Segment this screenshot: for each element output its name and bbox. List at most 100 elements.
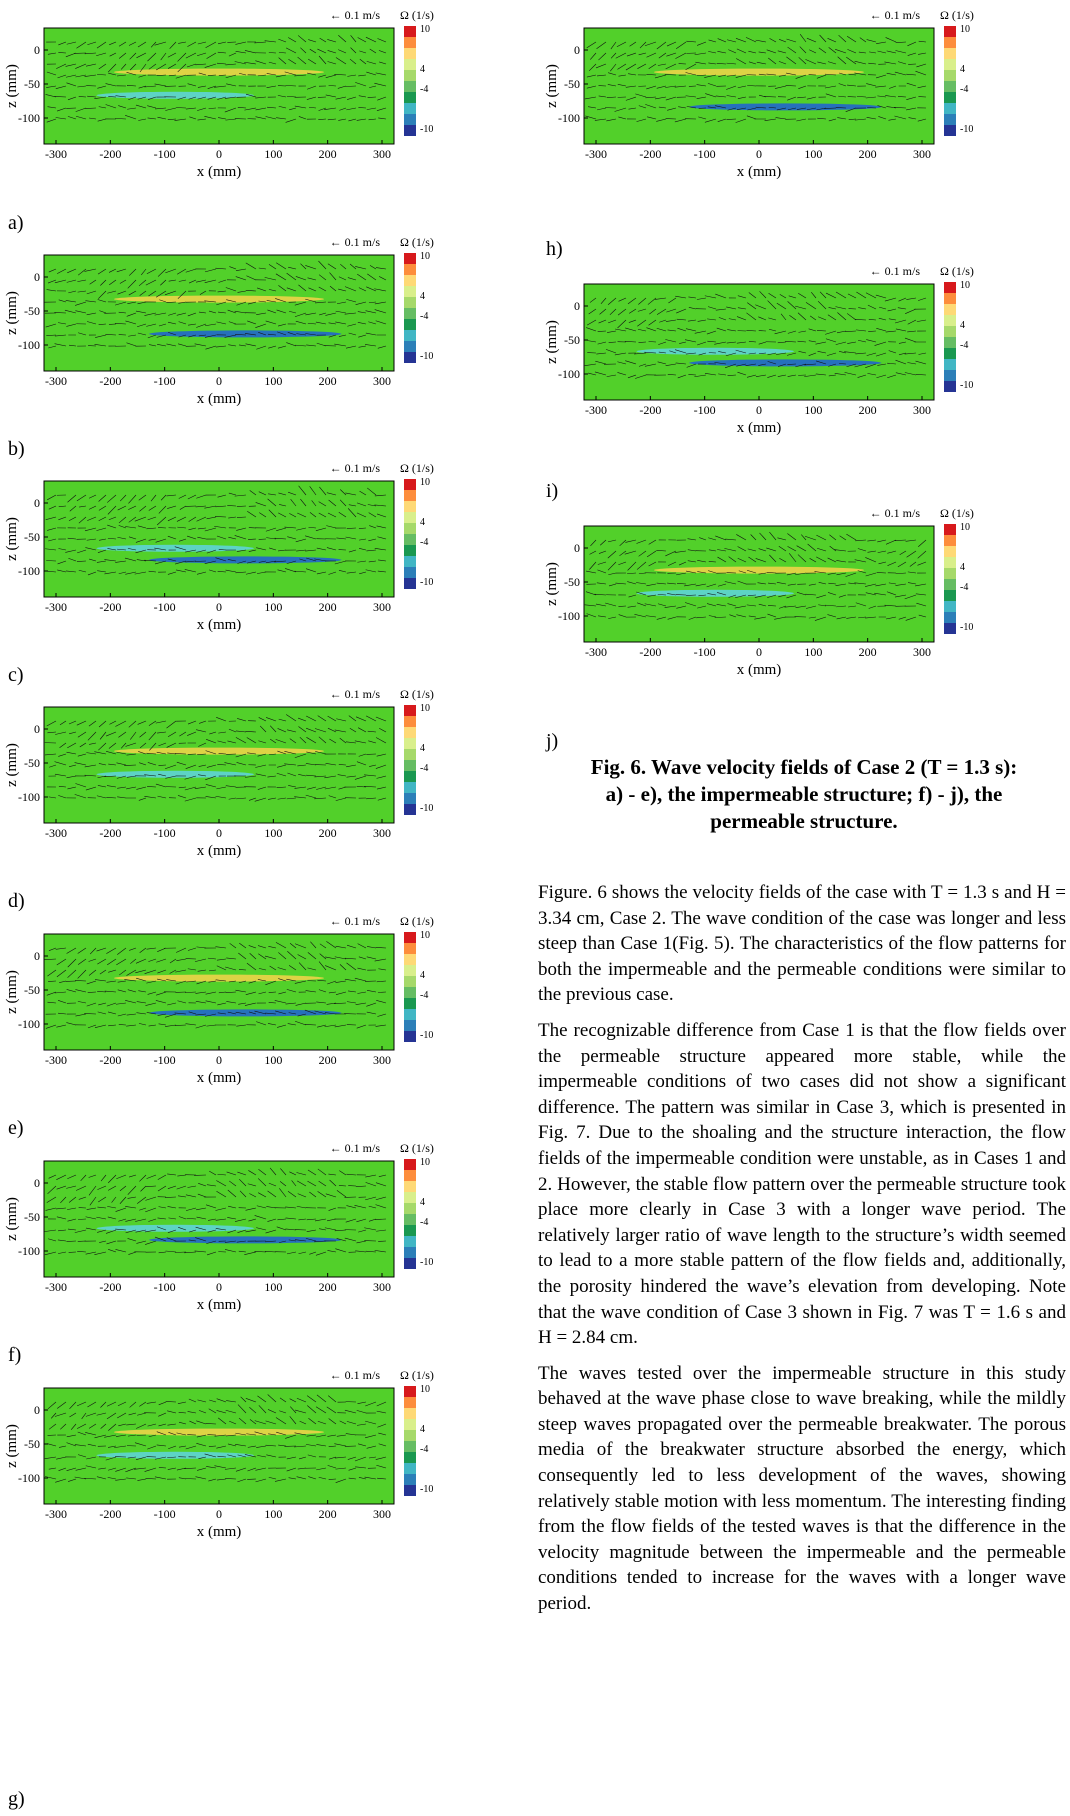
velocity-arrow xyxy=(288,58,297,65)
velocity-arrow xyxy=(77,1250,87,1253)
velocity-arrow xyxy=(307,1180,317,1187)
velocity-arrow xyxy=(364,1227,377,1231)
velocity-arrow xyxy=(46,1443,57,1447)
velocity-arrow xyxy=(726,95,737,98)
vorticity-band xyxy=(149,330,342,338)
velocity-arrow xyxy=(815,373,827,376)
velocity-arrow xyxy=(155,107,167,110)
velocity-arrow xyxy=(264,40,277,43)
velocity-arrow xyxy=(138,118,147,121)
velocity-arrow xyxy=(66,41,77,45)
velocity-arrow xyxy=(344,978,357,982)
velocity-arrow xyxy=(238,969,247,971)
velocity-arrow xyxy=(76,720,87,726)
velocity-arrow xyxy=(336,1238,347,1242)
velocity-arrow xyxy=(358,956,367,960)
velocity-arrow xyxy=(157,1013,167,1016)
velocity-arrow xyxy=(377,1423,387,1428)
colorbar-tick-label: -4 xyxy=(420,763,428,774)
velocity-arrow xyxy=(644,351,657,354)
velocity-arrow xyxy=(345,492,357,496)
x-tick-label: 100 xyxy=(264,1280,282,1294)
velocity-arrow xyxy=(265,980,277,986)
velocity-arrow xyxy=(234,535,247,540)
velocity-arrow xyxy=(205,41,217,49)
velocity-arrow xyxy=(848,118,857,121)
velocity-arrow xyxy=(147,52,157,62)
velocity-arrow xyxy=(257,1395,267,1403)
velocity-arrow xyxy=(267,775,277,778)
velocity-arrow xyxy=(737,307,747,310)
velocity-arrow xyxy=(599,539,607,546)
velocity-arrow xyxy=(265,320,277,325)
velocity-arrow xyxy=(136,1240,147,1244)
velocity-arrow xyxy=(369,525,377,529)
velocity-arrow xyxy=(297,717,307,722)
velocity-arrow xyxy=(147,762,157,766)
velocity-arrow xyxy=(824,85,837,89)
velocity-arrow xyxy=(665,339,677,343)
velocity-arrow xyxy=(366,1011,377,1015)
velocity-arrow xyxy=(887,561,897,566)
velocity-arrow xyxy=(268,1476,277,1480)
velocity-arrow xyxy=(286,560,297,564)
velocity-arrow xyxy=(158,505,167,514)
velocity-arrow xyxy=(245,262,257,270)
velocity-arrow xyxy=(334,1443,347,1447)
x-tick-label: -300 xyxy=(45,1053,67,1067)
velocity-arrow xyxy=(828,582,837,585)
velocity-arrow xyxy=(194,1250,207,1253)
velocity-arrow xyxy=(828,118,837,122)
velocity-arrow xyxy=(225,1478,237,1480)
velocity-arrow xyxy=(174,753,187,755)
velocity-arrow xyxy=(157,1217,167,1220)
velocity-arrow xyxy=(67,969,77,978)
vorticity-band xyxy=(636,347,794,355)
velocity-arrow xyxy=(606,118,617,122)
velocity-arrow xyxy=(206,516,217,520)
velocity-arrow xyxy=(885,37,897,43)
velocity-arrow xyxy=(275,1010,287,1015)
velocity-arrow xyxy=(847,341,857,344)
velocity-arrow xyxy=(617,319,627,329)
colorbar-segment xyxy=(944,92,956,103)
velocity-arrow xyxy=(836,560,847,563)
velocity-arrow xyxy=(365,36,377,43)
x-tick-label: -200 xyxy=(639,645,661,659)
velocity-arrow xyxy=(787,301,797,310)
velocity-arrow xyxy=(758,603,767,607)
velocity-arrow xyxy=(97,775,107,779)
velocity-arrow xyxy=(368,512,377,518)
velocity-arrow xyxy=(366,956,377,960)
velocity-arrow xyxy=(117,989,127,993)
velocity-arrow xyxy=(828,374,837,377)
y-axis-label: z (mm) xyxy=(4,291,20,335)
vorticity-field xyxy=(43,254,395,372)
velocity-arrow xyxy=(214,516,227,518)
velocity-arrow xyxy=(365,715,377,722)
velocity-arrow xyxy=(254,1010,267,1015)
velocity-arrow xyxy=(599,308,607,315)
velocity-arrow xyxy=(696,616,707,619)
velocity-arrow xyxy=(84,268,97,272)
velocity-arrow xyxy=(727,374,737,376)
velocity-arrow xyxy=(265,527,277,532)
velocity-arrow xyxy=(165,1250,177,1253)
velocity-arrow xyxy=(787,533,797,541)
velocity-arrow xyxy=(216,958,227,961)
colorbar-segment xyxy=(404,286,416,297)
velocity-arrow xyxy=(655,297,667,300)
velocity-arrow xyxy=(228,980,237,983)
velocity-arrow xyxy=(108,1174,117,1184)
velocity-arrow xyxy=(305,265,317,270)
velocity-arrow xyxy=(245,93,257,98)
velocity-arrow xyxy=(195,63,207,66)
velocity-arrow xyxy=(314,797,327,800)
velocity-arrow xyxy=(98,763,107,766)
velocity-arrow xyxy=(276,1226,287,1231)
velocity-arrow xyxy=(865,363,877,368)
velocity-arrow xyxy=(298,1218,307,1221)
velocity-arrow xyxy=(66,775,77,779)
velocity-arrow xyxy=(205,784,217,788)
